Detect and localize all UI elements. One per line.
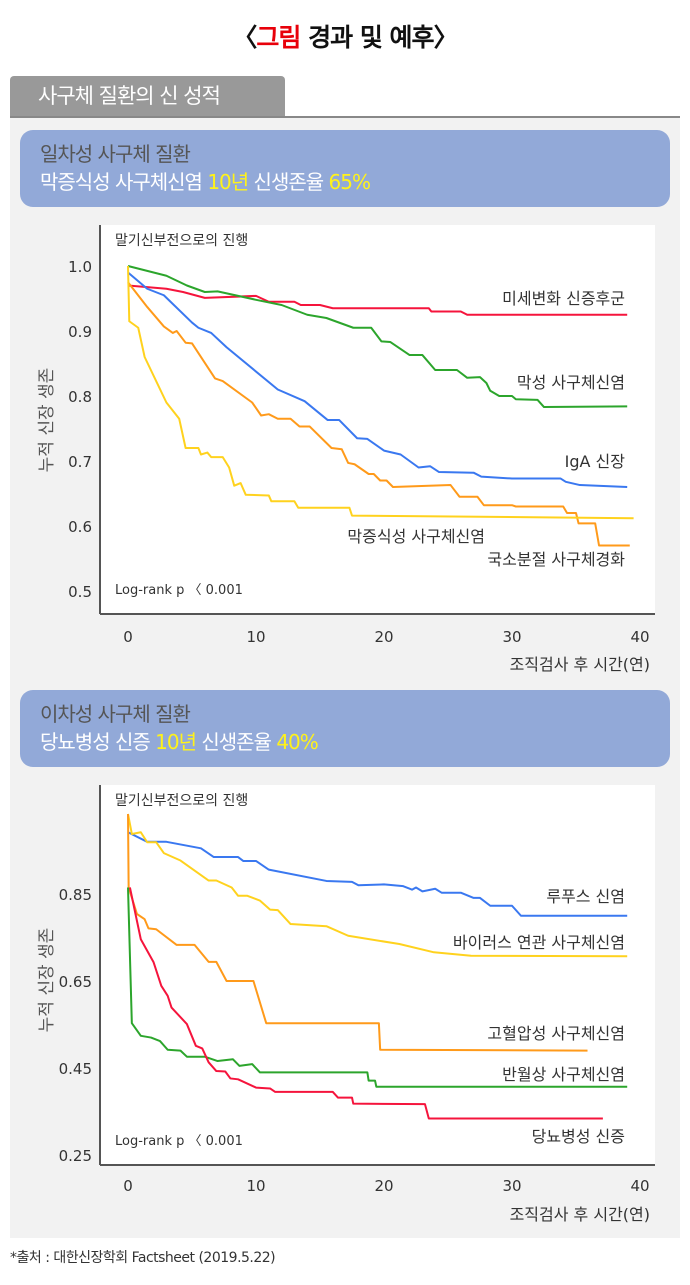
series-line [127,271,628,488]
series-label: 막성 사구체신염 [517,373,625,392]
summary-years: 10년 [207,170,249,194]
plot-area [100,225,655,614]
secondary-disease-header: 이차성 사구체 질환 당뇨병성 신증 10년 신생존율 40% [20,690,670,767]
series-label: 국소분절 사구체경화 [487,550,625,569]
y-tick-label: 1.0 [68,258,92,276]
series-line [127,281,630,547]
header-title: 일차성 사구체 질환 [40,142,191,166]
y-tick-label: 0.85 [59,886,92,904]
source-note: *출처 : 대한신장학회 Factsheet (2019.5.22) [10,1250,276,1266]
series-label: 미세변화 신증후군 [502,289,625,308]
x-tick-label: 10 [246,1177,265,1195]
survival-chart-secondary: 0.85 0.65 0.45 0.25 0 10 20 30 40 조직검사 후 시간(연) 누적 … [37,785,655,1224]
summary-rate: 65% [328,170,371,194]
x-tick-label: 20 [374,1177,393,1195]
series-line [127,284,628,316]
summary-text: 당뇨병성 신증 [40,730,156,754]
y-axis-title: 누적 신장 생존 [37,928,57,1033]
x-tick-label: 30 [502,1177,521,1195]
y-tick-label: 0.5 [68,583,92,601]
x-tick-label: 0 [123,1177,133,1195]
chart-subtitle: 말기신부전으로의 진행 [115,233,248,249]
title-bracket-open: 〈 [232,23,257,52]
y-tick-label: 0.65 [59,973,92,991]
series-line [127,265,628,409]
x-axis-title: 조직검사 후 시간(연) [510,655,650,674]
title-text: 경과 및 예후 [300,23,434,52]
x-axis-title: 조직검사 후 시간(연) [510,1205,650,1224]
log-rank-annotation: Log-rank p 〈 0.001 [115,583,243,598]
series-line [127,831,628,917]
series-line [127,813,588,1052]
y-tick-label: 0.25 [59,1147,92,1165]
primary-disease-header: 일차성 사구체 질환 막증식성 사구체신염 10년 신생존율 65% [20,130,670,207]
figure-title: 〈그림 경과 및 예후〉 [0,18,690,54]
series-label: 바이러스 연관 사구체신염 [453,933,625,952]
y-axis-title: 누적 신장 생존 [37,368,57,473]
y-tick-label: 0.45 [59,1060,92,1078]
plot-area [100,785,655,1165]
x-tick-label: 10 [246,628,265,646]
y-tick-label: 0.7 [68,453,92,471]
series-line [127,813,628,958]
header-summary: 당뇨병성 신증 10년 신생존율 40% [40,728,670,756]
y-tick-label: 0.8 [68,388,92,406]
title-highlight: 그림 [256,23,301,52]
section-tab: 사구체 질환의 신 성적 [10,76,285,117]
title-bracket-close: 〉 [433,23,459,52]
tab-divider [10,116,680,118]
survival-chart-primary: 1.0 0.9 0.8 0.7 0.6 0.5 0 10 20 30 40 조직검사 후 시간(연) 누… [37,225,655,674]
y-tick-label: 0.9 [68,323,92,341]
x-tick-label: 30 [502,628,521,646]
x-tick-label: 40 [630,628,649,646]
summary-years: 10년 [155,730,197,754]
summary-text: 막증식성 사구체신염 [40,170,208,194]
x-tick-label: 20 [374,628,393,646]
series-label: 고혈압성 사구체신염 [487,1024,625,1043]
series-line [128,887,603,1120]
series-label: 루푸스 신염 [546,887,625,906]
series-line [127,887,628,1088]
series-label: 반월상 사구체신염 [502,1065,625,1084]
series-label: 당뇨병성 신증 [532,1127,625,1146]
summary-rate: 40% [276,730,318,754]
series-label: 막증식성 사구체신염 [347,527,485,546]
chart-subtitle: 말기신부전으로의 진행 [115,793,248,809]
x-tick-label: 40 [630,1177,649,1195]
header-title: 이차성 사구체 질환 [40,702,191,726]
log-rank-annotation: Log-rank p 〈 0.001 [115,1134,243,1149]
x-tick-label: 0 [123,628,133,646]
summary-text: 신생존율 [195,730,277,754]
series-line [127,265,634,520]
y-tick-label: 0.6 [68,518,92,536]
header-summary: 막증식성 사구체신염 10년 신생존율 65% [40,168,670,196]
series-label: IgA 신장 [565,452,626,471]
summary-text: 신생존율 [248,170,329,194]
